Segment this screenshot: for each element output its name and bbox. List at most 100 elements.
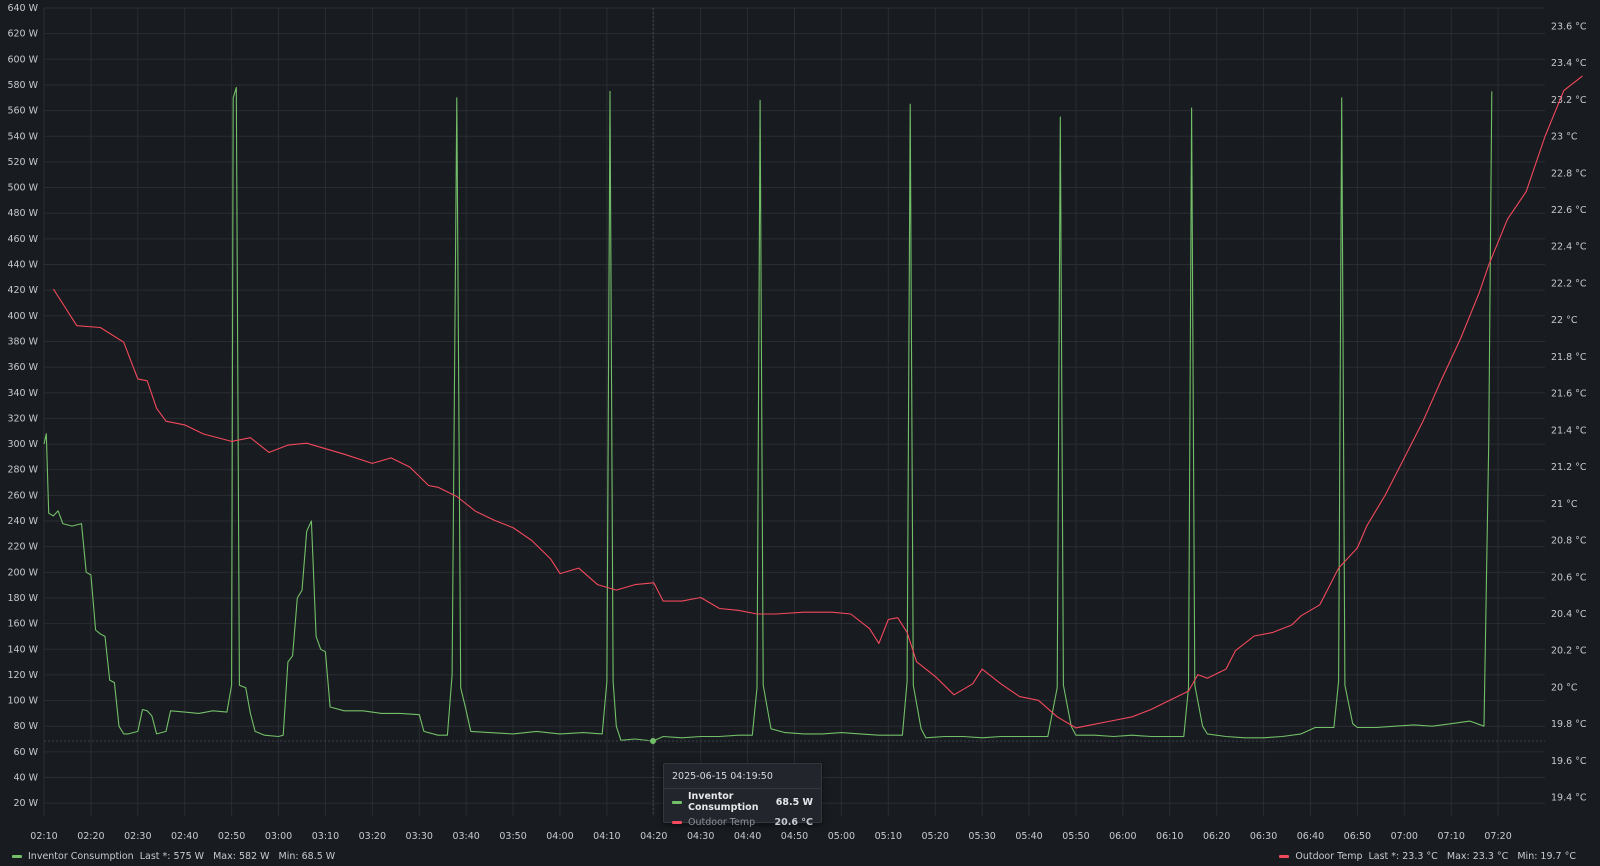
tooltip-row-consumption: Inventor Consumption 68.5 W xyxy=(664,789,821,815)
legend-series-stats: Last *: 23.3 °C Max: 23.3 °C Min: 19.7 °… xyxy=(1368,851,1576,862)
y-left-tick-label: 140 W xyxy=(7,644,38,655)
x-tick-label: 03:00 xyxy=(265,831,292,842)
y-left-tick-label: 220 W xyxy=(7,542,38,553)
tooltip-swatch-consumption xyxy=(672,800,682,804)
series-lines[interactable] xyxy=(43,75,1583,742)
x-tick-label: 02:10 xyxy=(30,831,57,842)
y-right-tick-label: 21.6 °C xyxy=(1551,389,1587,400)
y-right-tick-label: 23.2 °C xyxy=(1551,95,1587,106)
y-left-tick-label: 20 W xyxy=(13,798,38,809)
tooltip-series-name: Inventor Consumption xyxy=(688,791,759,813)
y-left-tick-label: 580 W xyxy=(7,80,38,91)
legend-temp[interactable]: Outdoor Temp Last *: 23.3 °C Max: 23.3 °… xyxy=(1279,851,1576,862)
x-tick-label: 05:30 xyxy=(968,831,995,842)
y-left-tick-label: 520 W xyxy=(7,157,38,168)
x-tick-label: 04:10 xyxy=(593,831,620,842)
x-tick-label: 03:30 xyxy=(406,831,433,842)
x-tick-label: 06:20 xyxy=(1203,831,1230,842)
y-left-tick-label: 360 W xyxy=(7,362,38,373)
x-tick-label: 03:10 xyxy=(312,831,339,842)
tooltip-row-temp: Outdoor Temp 20.6 °C xyxy=(664,815,821,830)
y-right-tick-label: 21.2 °C xyxy=(1551,462,1587,473)
y-right-tick-label: 22.8 °C xyxy=(1551,168,1587,179)
y-left-tick-label: 600 W xyxy=(7,54,38,65)
x-tick-label: 07:00 xyxy=(1391,831,1418,842)
y-left-tick-label: 640 W xyxy=(7,3,38,14)
x-axis-ticks: 02:10 02:20 02:30 02:40 02:50 03:00 03:10 03:20… xyxy=(30,831,1511,842)
y-right-tick-label: 22.2 °C xyxy=(1551,278,1587,289)
series-line-consumption[interactable] xyxy=(43,86,1493,742)
y-left-tick-label: 440 W xyxy=(7,260,38,271)
y-right-tick-label: 20.4 °C xyxy=(1551,609,1587,620)
x-tick-label: 06:30 xyxy=(1250,831,1277,842)
x-tick-label: 05:20 xyxy=(922,831,949,842)
x-tick-label: 04:50 xyxy=(781,831,808,842)
legend-series-stats: Last *: 575 W Max: 582 W Min: 68.5 W xyxy=(139,851,336,862)
x-tick-label: 03:40 xyxy=(452,831,479,842)
y-left-tick-label: 380 W xyxy=(7,336,38,347)
y-left-tick-label: 60 W xyxy=(13,747,38,758)
y-right-tick-label: 20.2 °C xyxy=(1551,646,1587,657)
y-left-tick-label: 100 W xyxy=(7,696,38,707)
tooltip-series-name: Outdoor Temp xyxy=(688,817,756,828)
y-left-tick-label: 80 W xyxy=(13,721,38,732)
y-right-tick-label: 19.8 °C xyxy=(1551,719,1587,730)
x-tick-label: 06:50 xyxy=(1344,831,1371,842)
legend-consumption[interactable]: Inventor Consumption Last *: 575 W Max: … xyxy=(12,851,335,862)
y-left-tick-label: 280 W xyxy=(7,465,38,476)
y-left-tick-label: 340 W xyxy=(7,388,38,399)
y-left-tick-label: 400 W xyxy=(7,311,38,322)
x-tick-label: 07:10 xyxy=(1437,831,1464,842)
y-left-tick-label: 180 W xyxy=(7,593,38,604)
x-tick-label: 02:30 xyxy=(124,831,151,842)
y-left-tick-label: 240 W xyxy=(7,516,38,527)
right-axis-ticks: 19.4 °C 19.6 °C 19.8 °C 20 °C 20.2 °C 20.4 °C… xyxy=(1551,21,1587,803)
tooltip-swatch-temp xyxy=(672,821,682,824)
y-right-tick-label: 23 °C xyxy=(1551,132,1578,143)
tooltip-time: 2025-06-15 04:19:50 xyxy=(664,764,821,789)
hover-cursor xyxy=(44,8,1545,816)
y-left-tick-label: 460 W xyxy=(7,234,38,245)
x-tick-label: 04:00 xyxy=(546,831,573,842)
y-right-tick-label: 23.4 °C xyxy=(1551,58,1587,69)
legend-series-name: Inventor Consumption xyxy=(28,851,134,862)
x-tick-label: 05:00 xyxy=(828,831,855,842)
y-right-tick-label: 22 °C xyxy=(1551,315,1578,326)
cursor-point xyxy=(649,737,656,744)
y-right-tick-label: 21.4 °C xyxy=(1551,425,1587,436)
x-tick-label: 02:40 xyxy=(171,831,198,842)
left-axis-ticks: 20 W 40 W 60 W 80 W 100 W 120 W 140 W 160 W 180 … xyxy=(7,3,38,809)
tooltip-series-value: 20.6 °C xyxy=(774,817,813,828)
y-right-tick-label: 22.4 °C xyxy=(1551,242,1587,253)
y-right-tick-label: 22.6 °C xyxy=(1551,205,1587,216)
y-right-tick-label: 19.4 °C xyxy=(1551,793,1587,804)
y-left-tick-label: 260 W xyxy=(7,490,38,501)
legend-swatch-temp xyxy=(1279,855,1290,858)
x-tick-label: 07:20 xyxy=(1484,831,1511,842)
y-left-tick-label: 620 W xyxy=(7,29,38,40)
y-left-tick-label: 40 W xyxy=(13,773,38,784)
x-tick-label: 03:50 xyxy=(499,831,526,842)
x-tick-label: 05:10 xyxy=(875,831,902,842)
y-right-tick-label: 19.6 °C xyxy=(1551,756,1587,767)
y-right-tick-label: 20.6 °C xyxy=(1551,572,1587,583)
x-tick-label: 02:20 xyxy=(77,831,104,842)
y-left-tick-label: 200 W xyxy=(7,567,38,578)
y-left-tick-label: 420 W xyxy=(7,285,38,296)
y-right-tick-label: 23.6 °C xyxy=(1551,21,1587,32)
x-tick-label: 02:50 xyxy=(218,831,245,842)
x-tick-label: 06:10 xyxy=(1156,831,1183,842)
grid-lines xyxy=(43,7,1545,816)
y-right-tick-label: 20 °C xyxy=(1551,682,1578,693)
y-left-tick-label: 300 W xyxy=(7,439,38,450)
y-left-tick-label: 320 W xyxy=(7,413,38,424)
x-tick-label: 05:50 xyxy=(1062,831,1089,842)
x-tick-label: 05:40 xyxy=(1015,831,1042,842)
legend-swatch-consumption xyxy=(12,855,22,858)
x-tick-label: 06:40 xyxy=(1297,831,1324,842)
series-line-temp[interactable] xyxy=(52,75,1583,729)
y-left-tick-label: 500 W xyxy=(7,183,38,194)
x-tick-label: 04:30 xyxy=(687,831,714,842)
tooltip-series-value: 68.5 W xyxy=(775,796,813,808)
